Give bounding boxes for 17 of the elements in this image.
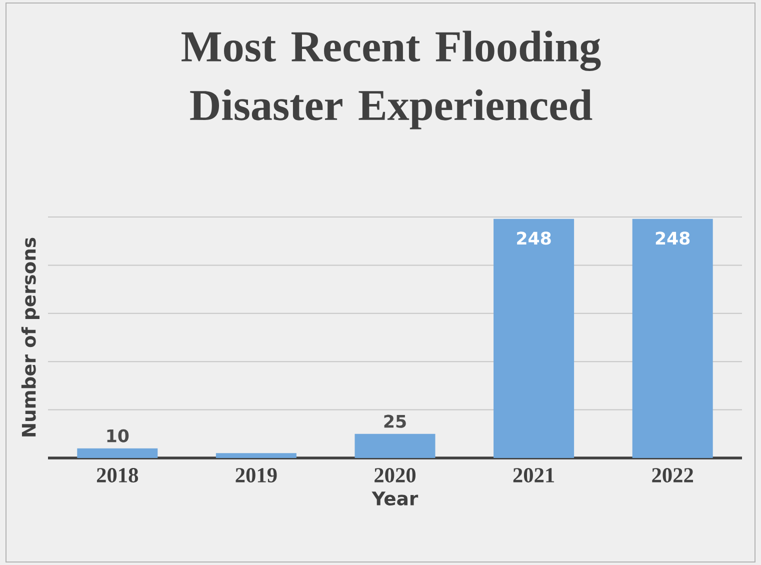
bar [494, 218, 574, 458]
x-tick-label: 2018 [96, 468, 138, 482]
x-tick-label: 2019 [236, 468, 277, 482]
bar [354, 434, 436, 458]
data-label: 248 [517, 232, 551, 245]
data-label: 248 [656, 232, 690, 245]
bar [216, 453, 296, 458]
bar [632, 218, 713, 458]
x-axis-title: Year [372, 492, 418, 506]
x-tick-label: 2022 [652, 468, 694, 482]
data-label: 25 [384, 414, 406, 428]
x-tick-label: 2020 [374, 468, 416, 482]
bar [77, 448, 158, 458]
chart-title: Most Recent Flooding Disaster Experienced [182, 30, 601, 130]
x-tick-label: 2021 [513, 468, 554, 482]
data-label: 10 [107, 429, 129, 442]
y-axis-title: Number of persons [21, 238, 40, 436]
